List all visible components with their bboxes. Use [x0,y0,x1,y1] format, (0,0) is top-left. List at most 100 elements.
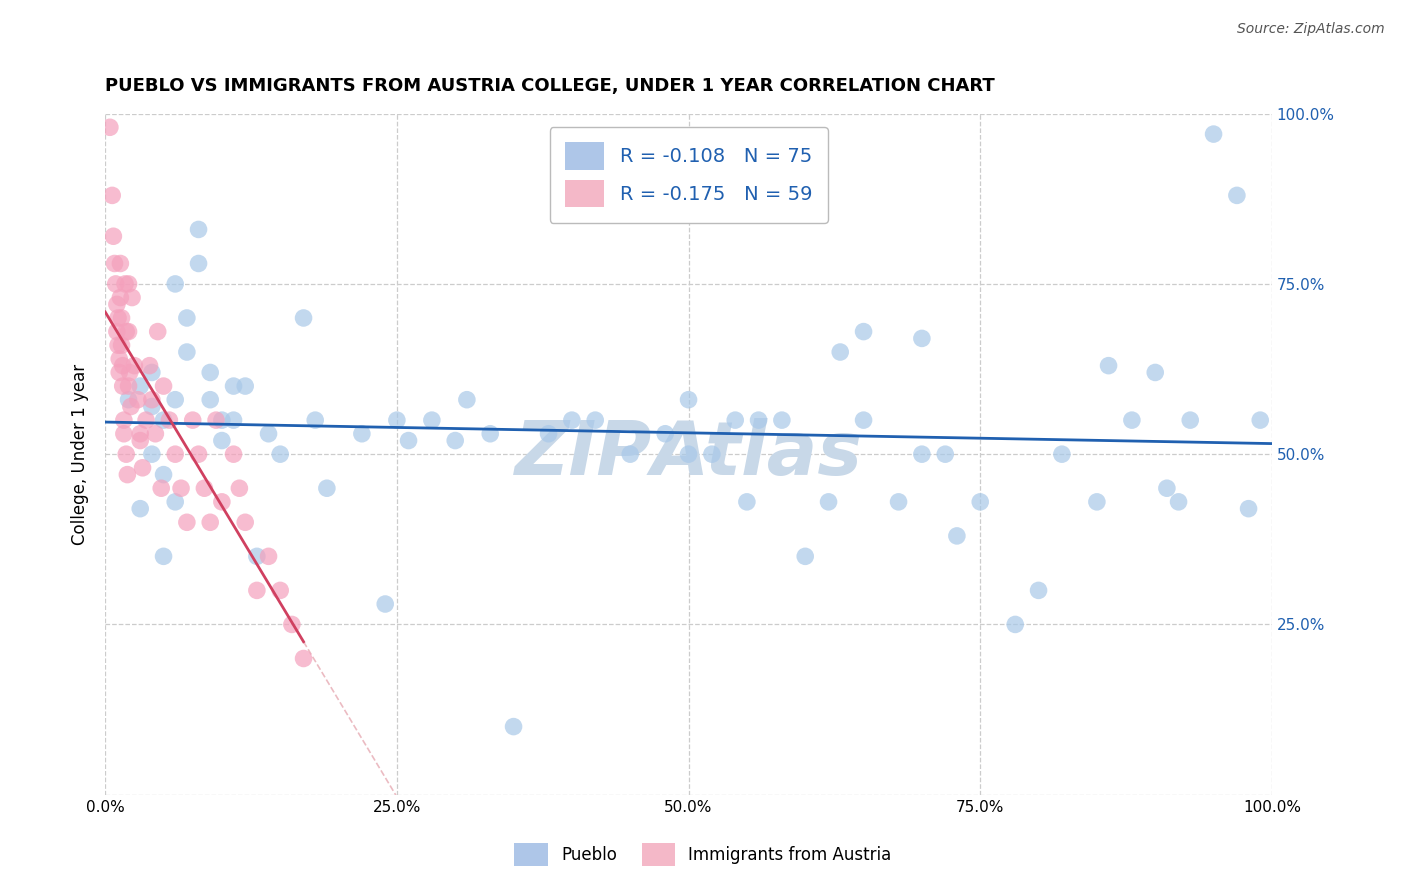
Point [111,359,134,373]
Point [103,229,125,244]
Point [110,256,132,270]
Point [120,400,142,414]
Point [187,447,209,461]
Point [117,277,139,291]
Point [233,379,256,393]
Point [1237,501,1260,516]
Point [129,434,152,448]
Point [187,222,209,236]
Point [121,291,143,305]
Point [228,481,250,495]
Text: PUEBLO VS IMMIGRANTS FROM AUSTRIA COLLEGE, UNDER 1 YEAR CORRELATION CHART: PUEBLO VS IMMIGRANTS FROM AUSTRIA COLLEG… [105,78,995,95]
Point [110,310,132,325]
Point [817,495,839,509]
Point [934,447,956,461]
Y-axis label: College, Under 1 year: College, Under 1 year [72,364,89,545]
Point [152,379,174,393]
Point [165,277,187,291]
Point [146,325,169,339]
Point [138,359,160,373]
Point [887,495,910,509]
Point [145,426,167,441]
Point [1004,617,1026,632]
Point [127,392,149,407]
Point [176,310,198,325]
Point [187,256,209,270]
Point [117,379,139,393]
Point [165,447,187,461]
Point [537,426,560,441]
Point [257,426,280,441]
Point [292,651,315,665]
Point [315,481,337,495]
Point [152,549,174,564]
Point [165,495,187,509]
Point [135,413,157,427]
Point [456,392,478,407]
Point [1202,127,1225,141]
Point [98,120,121,135]
Point [124,359,146,373]
Point [118,366,141,380]
Point [1097,359,1119,373]
Point [911,331,934,345]
Point [107,310,129,325]
Point [246,549,269,564]
Point [269,447,291,461]
Point [176,345,198,359]
Point [112,426,135,441]
Point [165,392,187,407]
Point [350,426,373,441]
Point [222,379,245,393]
Point [969,495,991,509]
Point [200,516,222,530]
Point [678,447,700,461]
Point [141,447,163,461]
Point [420,413,443,427]
Point [152,467,174,482]
Point [131,460,153,475]
Point [269,583,291,598]
Point [700,447,723,461]
Point [561,413,583,427]
Point [222,413,245,427]
Point [211,434,233,448]
Point [157,413,180,427]
Point [222,447,245,461]
Point [304,413,326,427]
Text: Source: ZipAtlas.com: Source: ZipAtlas.com [1237,22,1385,37]
Point [398,434,420,448]
Point [129,379,152,393]
Point [233,516,256,530]
Point [1226,188,1249,202]
Point [911,447,934,461]
Point [101,188,124,202]
Point [502,720,524,734]
Point [1085,495,1108,509]
Point [654,426,676,441]
Point [112,413,135,427]
Point [211,413,233,427]
Point [117,392,139,407]
Text: ZIP​Atlas: ZIP​Atlas [515,417,862,491]
Point [115,447,138,461]
Point [117,325,139,339]
Point [385,413,408,427]
Point [583,413,606,427]
Point [150,481,173,495]
Point [170,481,193,495]
Point [1028,583,1050,598]
Point [181,413,204,427]
Point [193,481,215,495]
Point [1249,413,1271,427]
Point [129,426,152,441]
Point [852,413,875,427]
Point [1156,481,1178,495]
Point [1167,495,1189,509]
Point [1144,366,1167,380]
Point [619,447,641,461]
Point [129,501,152,516]
Point [830,345,852,359]
Point [152,413,174,427]
Point [292,310,315,325]
